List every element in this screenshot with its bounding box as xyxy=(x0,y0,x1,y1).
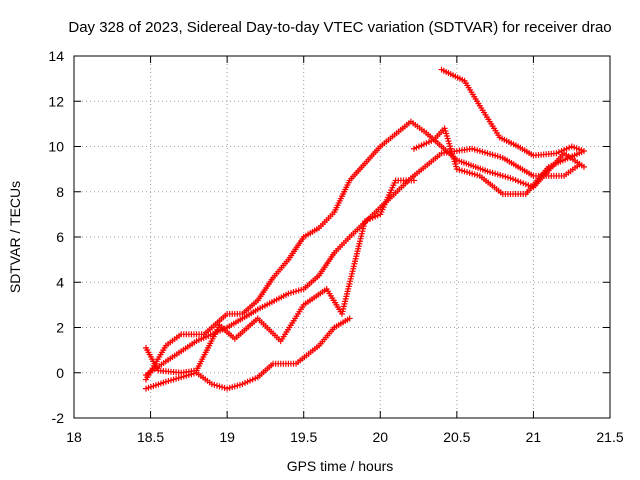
x-tick-label: 20 xyxy=(372,429,388,445)
chart-title: Day 328 of 2023, Sidereal Day-to-day VTE… xyxy=(68,19,611,36)
x-tick-label: 21.5 xyxy=(596,429,623,445)
series-markers xyxy=(142,118,587,383)
x-tick-label: 20.5 xyxy=(443,429,470,445)
series-markers xyxy=(142,177,417,376)
series-markers xyxy=(410,66,587,198)
series-track-4 xyxy=(142,118,587,383)
x-axis-label: GPS time / hours xyxy=(287,458,394,474)
x-tick-label: 21 xyxy=(526,429,542,445)
y-tick-label: 10 xyxy=(48,139,64,155)
y-tick-label: 0 xyxy=(56,365,64,381)
x-tick-label: 19 xyxy=(219,429,235,445)
axis-ticks: 18 18.5 19 19.5 20 20.5 21 21.5 -2 0 2 4 6 8 10 12 14 xyxy=(48,48,623,445)
series-markers xyxy=(142,315,353,392)
y-tick-label: 6 xyxy=(56,229,64,245)
series-track-5 xyxy=(410,66,587,198)
y-tick-label: 12 xyxy=(48,93,64,109)
y-axis-label: SDTVAR / TECUs xyxy=(7,181,23,293)
y-tick-label: 2 xyxy=(56,320,64,336)
data-series xyxy=(142,66,587,392)
x-tick-label: 19.5 xyxy=(290,429,317,445)
series-track-2 xyxy=(142,177,417,376)
series-track-3 xyxy=(142,315,353,392)
y-tick-label: 8 xyxy=(56,184,64,200)
y-tick-label: -2 xyxy=(52,410,65,426)
x-tick-label: 18 xyxy=(66,429,82,445)
y-tick-label: 14 xyxy=(48,48,64,64)
y-tick-label: 4 xyxy=(56,274,64,290)
x-tick-label: 18.5 xyxy=(137,429,164,445)
